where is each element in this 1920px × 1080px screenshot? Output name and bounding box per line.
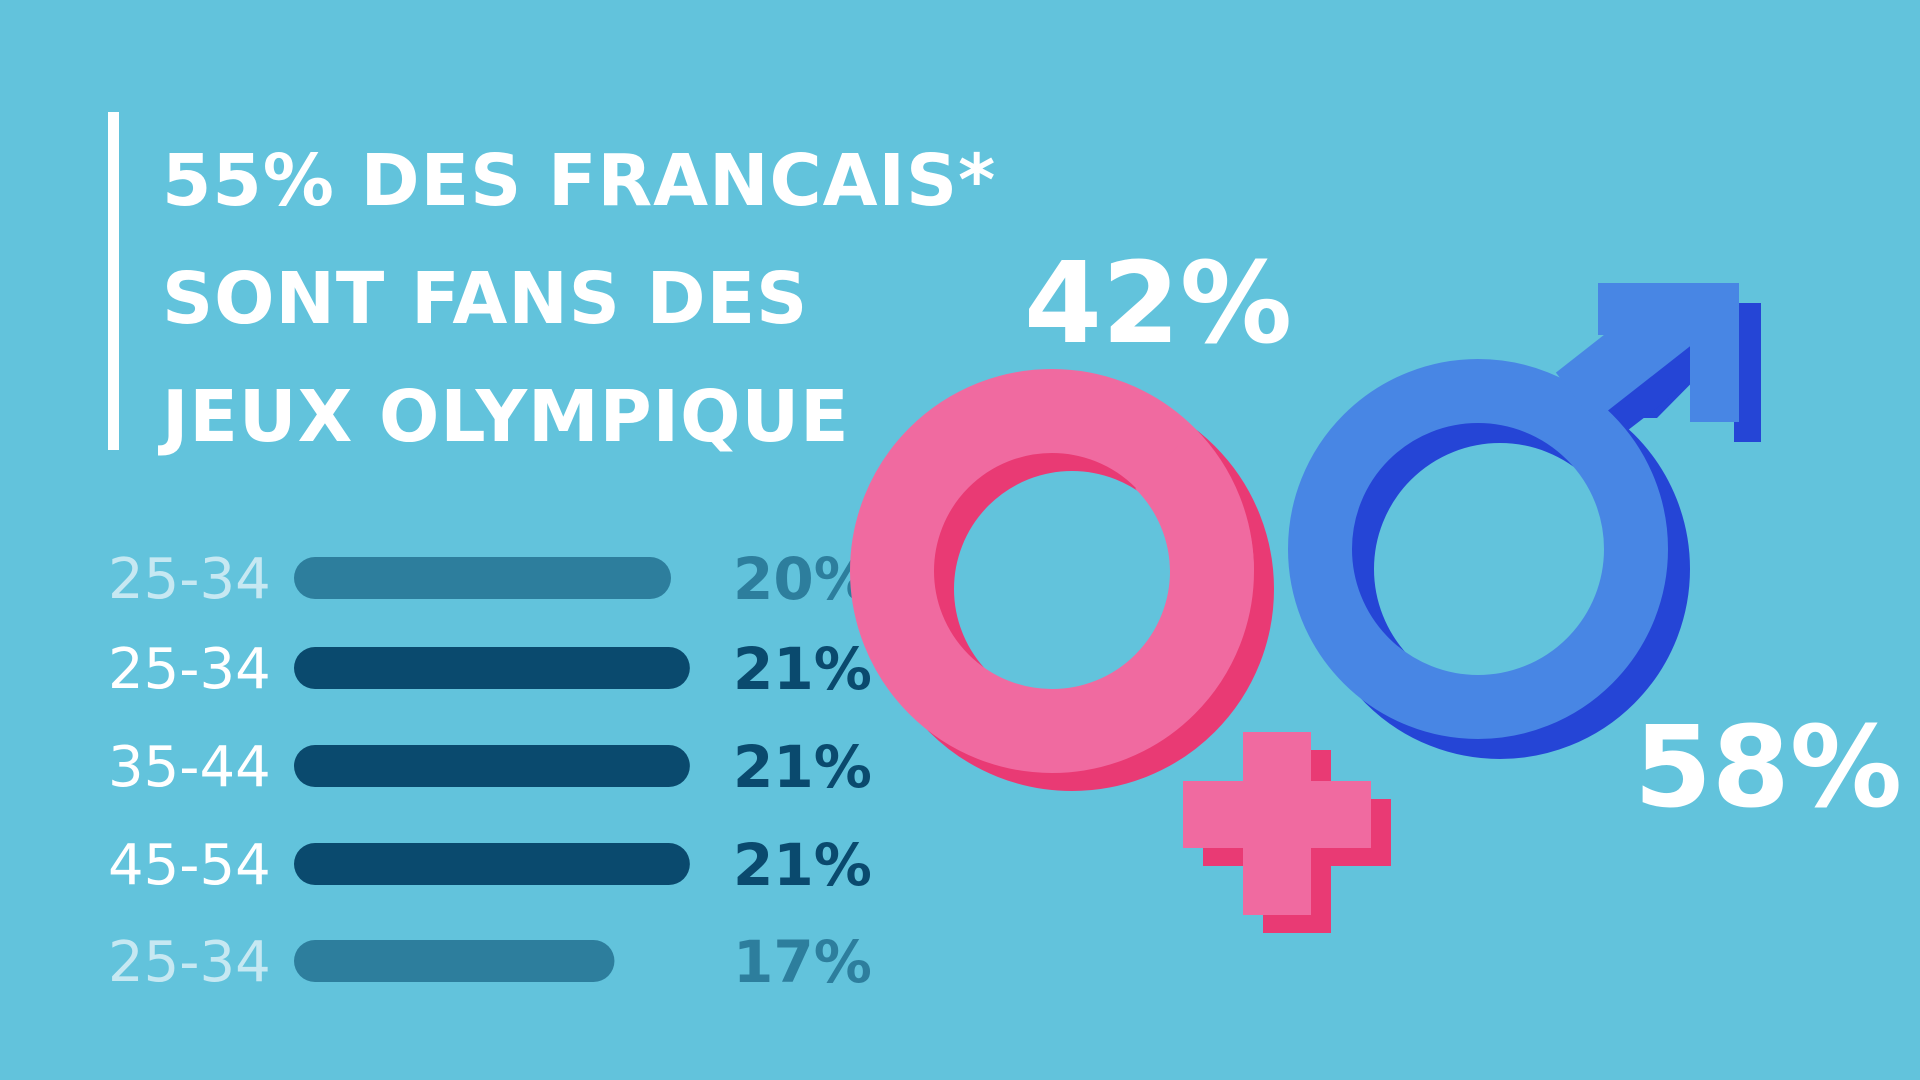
- male-percent-label: 58%: [1634, 703, 1902, 833]
- bar: [294, 745, 690, 787]
- title-line-2: SONT FANS DES: [162, 257, 809, 340]
- gender-symbols: [850, 283, 1761, 933]
- bar: [294, 940, 615, 982]
- male-symbol-icon: [1134, 283, 1761, 759]
- bar-value-label: 21%: [733, 831, 872, 899]
- title-accent-bar: [108, 112, 119, 450]
- age-bar-chart: 25-34 20% 25-34 21% 35-44 21% 45-54 21% 25-34 17%: [108, 545, 872, 996]
- bar: [294, 647, 690, 689]
- title-line-3: JEUX OLYMPIQUE: [162, 375, 850, 458]
- bar-value-label: 20%: [733, 545, 872, 613]
- female-percent-label: 42%: [1024, 239, 1292, 369]
- bar-value-label: 21%: [733, 733, 872, 801]
- bar: [294, 843, 690, 885]
- bar-category-label: 45-54: [108, 833, 271, 898]
- bar-category-label: 25-34: [108, 547, 271, 612]
- page-title: 55% DES FRANCAIS* SONT FANS DES JEUX OLY…: [162, 122, 1062, 476]
- bar-category-label: 25-34: [108, 930, 271, 995]
- bar-value-label: 17%: [733, 928, 872, 996]
- bar-category-label: 35-44: [108, 735, 271, 800]
- title-line-1: 55% DES FRANCAIS*: [162, 139, 997, 222]
- bar: [294, 557, 671, 599]
- bar-value-label: 21%: [733, 635, 872, 703]
- bar-category-label: 25-34: [108, 637, 271, 702]
